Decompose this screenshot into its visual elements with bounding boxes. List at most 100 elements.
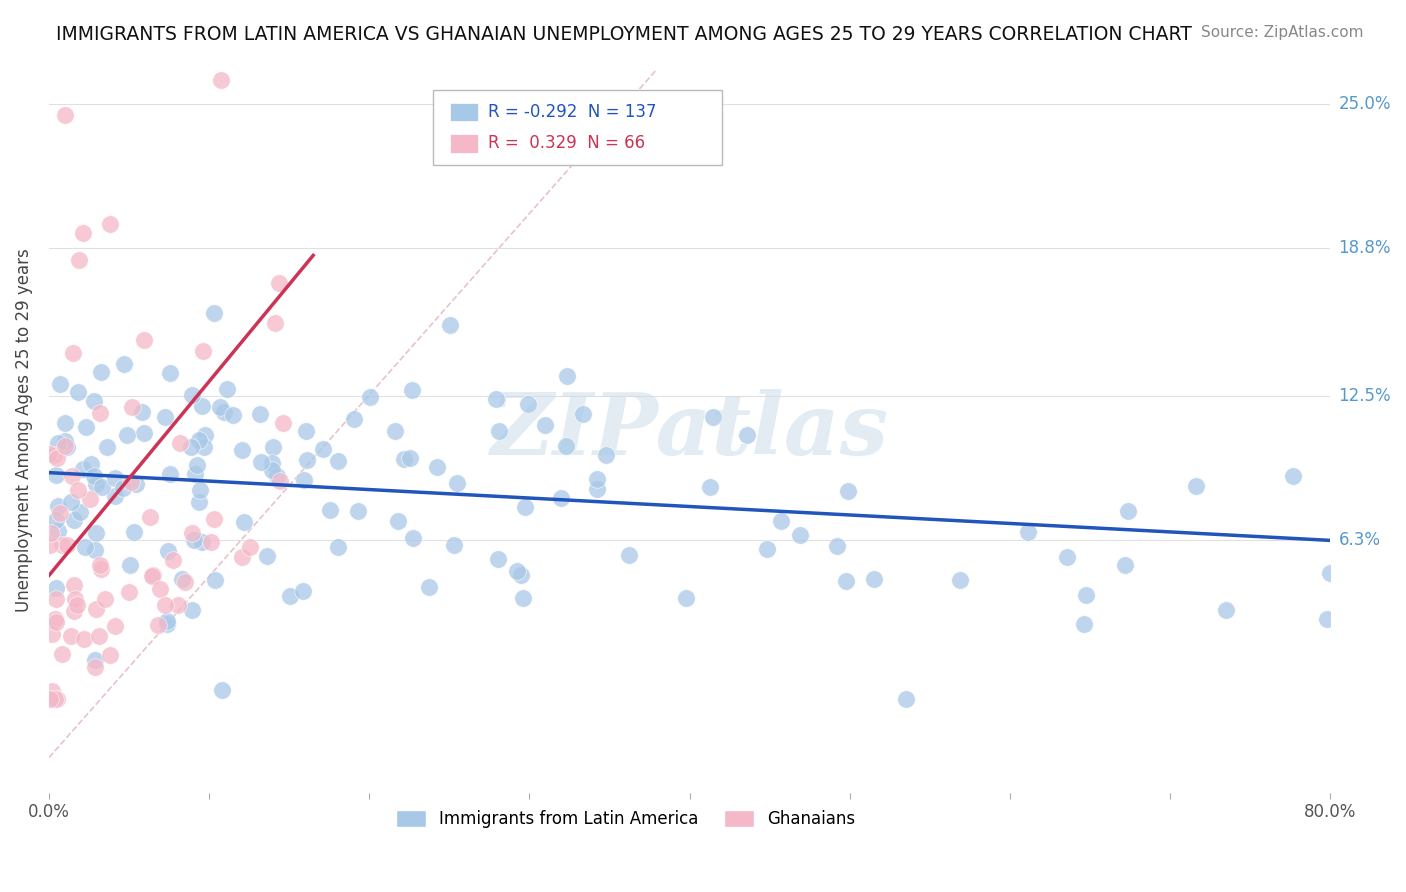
Point — [446, 476, 468, 491]
Point — [550, 491, 572, 506]
Point — [67, 253, 90, 268]
Point — [312, 442, 335, 457]
Point — [249, 407, 271, 421]
Point — [1316, 612, 1339, 626]
Point — [90, 562, 112, 576]
Point — [204, 573, 226, 587]
Point — [835, 574, 858, 588]
Point — [789, 528, 811, 542]
Point — [84, 477, 107, 491]
Text: IMMIGRANTS FROM LATIN AMERICA VS GHANAIAN UNEMPLOYMENT AMONG AGES 25 TO 29 YEARS: IMMIGRANTS FROM LATIN AMERICA VS GHANAIA… — [56, 25, 1192, 44]
Point — [555, 368, 578, 383]
Point — [1319, 566, 1341, 580]
Text: Source: ZipAtlas.com: Source: ZipAtlas.com — [1201, 25, 1364, 40]
Point — [267, 276, 290, 290]
Point — [183, 533, 205, 548]
Point — [174, 574, 197, 589]
Point — [232, 515, 254, 529]
Point — [443, 538, 465, 552]
Point — [162, 553, 184, 567]
Point — [188, 483, 211, 498]
Point — [79, 492, 101, 507]
Point — [142, 568, 165, 582]
Point — [278, 589, 301, 603]
Point — [359, 390, 381, 404]
Point — [45, 450, 67, 465]
Point — [1074, 588, 1097, 602]
Y-axis label: Unemployment Among Ages 25 to 29 years: Unemployment Among Ages 25 to 29 years — [15, 249, 32, 613]
Point — [53, 439, 76, 453]
Point — [675, 591, 697, 606]
Point — [346, 503, 368, 517]
Point — [170, 572, 193, 586]
Text: R = -0.292  N = 137: R = -0.292 N = 137 — [488, 103, 657, 121]
Point — [485, 392, 508, 406]
Point — [295, 453, 318, 467]
Point — [211, 683, 233, 698]
Point — [159, 366, 181, 380]
Point — [53, 416, 76, 430]
Point — [45, 581, 67, 595]
Text: R =  0.329  N = 66: R = 0.329 N = 66 — [488, 134, 645, 153]
Point — [55, 538, 77, 552]
Point — [38, 538, 60, 552]
Point — [585, 472, 607, 486]
Point — [190, 399, 212, 413]
Point — [89, 558, 111, 572]
Point — [38, 447, 60, 461]
Point — [53, 434, 76, 448]
Point — [46, 524, 69, 539]
Point — [595, 448, 617, 462]
Point — [112, 357, 135, 371]
Point — [418, 580, 440, 594]
Point — [191, 535, 214, 549]
Point — [401, 531, 423, 545]
Point — [89, 406, 111, 420]
Point — [202, 511, 225, 525]
Point — [153, 598, 176, 612]
Point — [488, 424, 510, 438]
Point — [63, 513, 86, 527]
Point — [125, 477, 148, 491]
Point — [194, 428, 217, 442]
Point — [180, 603, 202, 617]
Point — [486, 552, 509, 566]
Point — [80, 457, 103, 471]
Point — [62, 578, 84, 592]
Point — [53, 108, 76, 122]
Point — [209, 400, 232, 414]
Point — [45, 513, 67, 527]
Point — [49, 507, 72, 521]
Point — [134, 333, 156, 347]
Point — [1184, 479, 1206, 493]
Point — [184, 467, 207, 481]
Point — [617, 549, 640, 563]
Point — [271, 416, 294, 430]
Point — [62, 604, 84, 618]
Point — [121, 401, 143, 415]
Point — [392, 452, 415, 467]
Point — [42, 448, 65, 462]
Point — [291, 584, 314, 599]
Point — [1282, 468, 1305, 483]
Point — [155, 616, 177, 631]
Point — [72, 226, 94, 240]
Point — [83, 659, 105, 673]
Point — [132, 426, 155, 441]
Point — [44, 692, 66, 706]
Point — [837, 484, 859, 499]
Text: ZIPatlas: ZIPatlas — [491, 389, 889, 473]
Point — [117, 585, 139, 599]
Point — [67, 483, 90, 498]
Point — [187, 433, 209, 447]
Point — [439, 318, 461, 333]
Point — [827, 540, 849, 554]
Point — [51, 538, 73, 552]
Point — [84, 526, 107, 541]
Point — [401, 384, 423, 398]
Point — [193, 441, 215, 455]
Point — [159, 467, 181, 482]
Point — [39, 526, 62, 541]
Point — [73, 632, 96, 646]
Point — [239, 540, 262, 554]
